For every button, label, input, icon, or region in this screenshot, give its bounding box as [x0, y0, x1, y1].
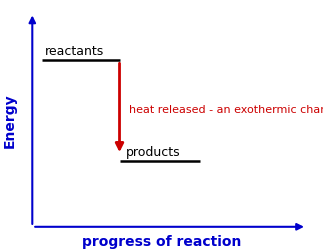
- Text: Energy: Energy: [3, 94, 17, 148]
- Text: heat released - an exothermic change: heat released - an exothermic change: [129, 105, 323, 115]
- Text: progress of reaction: progress of reaction: [82, 235, 241, 249]
- Text: products: products: [126, 146, 181, 159]
- Text: reactants: reactants: [45, 45, 104, 58]
